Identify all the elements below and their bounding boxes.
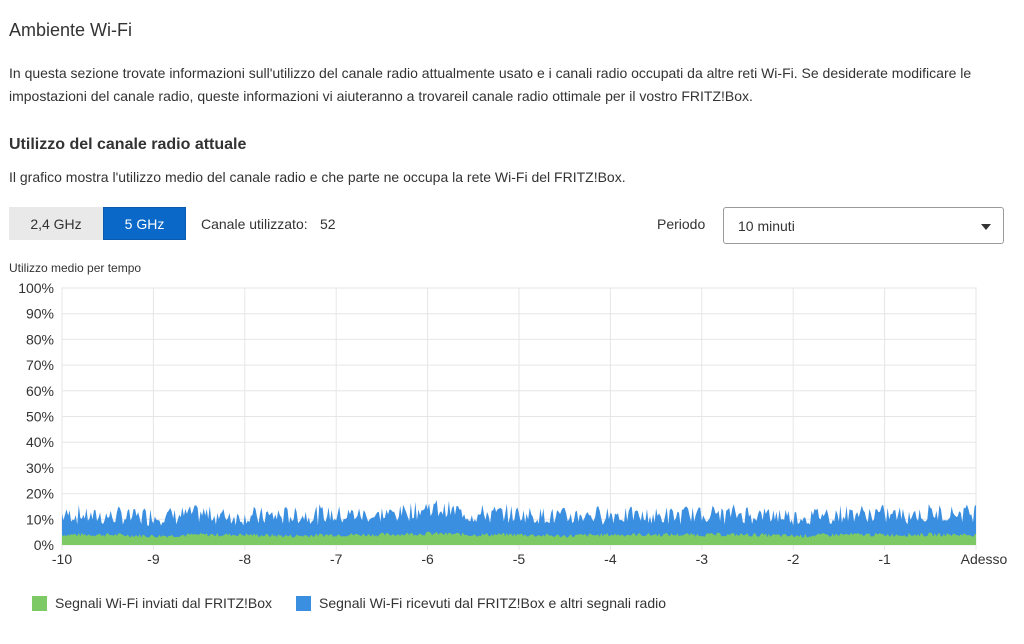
page-title: Ambiente Wi-Fi [9, 20, 133, 40]
y-tick-label: 80% [26, 331, 54, 347]
x-tick-label: -6 [421, 551, 434, 567]
period-label: Periodo [657, 216, 706, 232]
x-tick-label: -4 [604, 551, 617, 567]
x-tick-label: -10 [52, 551, 72, 567]
chevron-down-icon [981, 224, 991, 230]
series-sent-area [62, 531, 976, 545]
y-tick-label: 40% [26, 434, 54, 450]
channel-label: Canale utilizzato: [201, 216, 308, 232]
x-tick-label: -5 [513, 551, 526, 567]
y-tick-label: 70% [26, 357, 54, 373]
x-tick-label: -2 [787, 551, 800, 567]
intro-text: In questa sezione trovate informazioni s… [9, 65, 972, 104]
legend-label-received: Segnali Wi-Fi ricevuti dal FRITZ!Box e a… [319, 595, 667, 611]
legend-item-received: Segnali Wi-Fi ricevuti dal FRITZ!Box e a… [296, 595, 666, 611]
y-tick-label: 10% [26, 511, 54, 527]
period-selected-value: 10 minuti [738, 218, 795, 234]
y-tick-label: 30% [26, 460, 54, 476]
y-tick-label: 100% [18, 280, 54, 296]
y-tick-label: 50% [26, 409, 54, 425]
usage-chart: 0% 10% 20% 30% 40% 50% 60% 70% 80% 90% 100% -10 -9 -8… [18, 280, 1008, 567]
x-tick-label: -8 [239, 551, 252, 567]
period-select[interactable]: 10 minuti [723, 207, 1004, 244]
tab-2-4-ghz[interactable]: 2,4 GHz [9, 207, 103, 240]
legend-label-sent: Segnali Wi-Fi inviati dal FRITZ!Box [55, 595, 273, 611]
channel-value: 52 [320, 216, 336, 232]
section-title: Utilizzo del canale radio attuale [9, 136, 247, 153]
x-tick-label: Adesso [961, 551, 1008, 567]
section-description: Il grafico mostra l'utilizzo medio del c… [9, 169, 626, 185]
legend-swatch-received [296, 595, 311, 611]
y-tick-label: 0% [34, 537, 54, 553]
band-tabs: 2,4 GHz 5 GHz [9, 207, 186, 240]
x-tick-label: -7 [330, 551, 343, 567]
legend-swatch-sent [32, 595, 47, 611]
x-tick-label: -9 [147, 551, 160, 567]
chart-title: Utilizzo medio per tempo [9, 261, 142, 275]
y-tick-label: 20% [26, 486, 54, 502]
x-tick-label: -3 [696, 551, 709, 567]
x-tick-label: -1 [878, 551, 891, 567]
tab-5-ghz[interactable]: 5 GHz [103, 207, 186, 240]
y-tick-label: 90% [26, 306, 54, 322]
y-tick-label: 60% [26, 383, 54, 399]
legend-item-sent: Segnali Wi-Fi inviati dal FRITZ!Box [32, 595, 272, 611]
